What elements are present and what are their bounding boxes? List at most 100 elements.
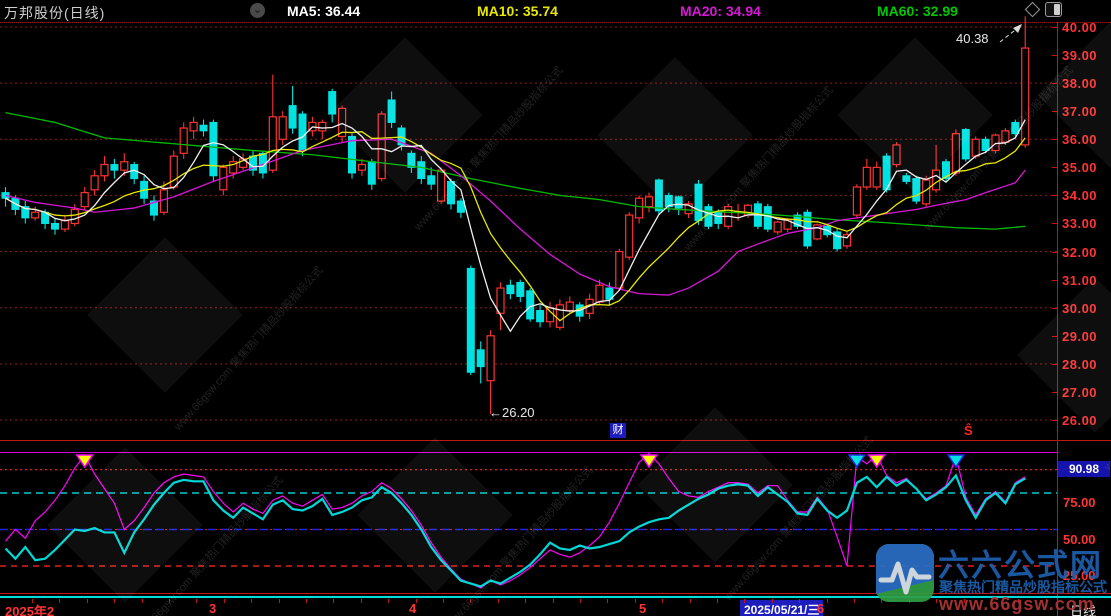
price-axis-label: 30.00 [1062, 300, 1098, 316]
chevron-down-icon[interactable]: ⌄ [250, 3, 265, 18]
logo-site-name: 六六公式网 [938, 548, 1103, 583]
time-axis-tick [333, 599, 334, 603]
time-axis-tick [498, 599, 499, 603]
time-axis-tick [580, 599, 581, 603]
period-label[interactable]: 日线 [1070, 604, 1097, 616]
time-axis-tick [32, 599, 33, 603]
time-axis-tick [525, 599, 526, 603]
price-axis-tick [1052, 83, 1058, 85]
time-axis-tick [114, 599, 115, 603]
time-axis-tick [361, 599, 362, 603]
price-axis-tick [1052, 335, 1058, 337]
price-axis-label: 38.00 [1062, 76, 1098, 92]
cai-flag-badge[interactable]: 财 [610, 423, 626, 438]
price-axis-label: 32.00 [1062, 244, 1098, 260]
price-axis-line [1057, 22, 1058, 616]
price-axis-tick [1052, 391, 1058, 393]
ma-legend-item: MA60: 32.99 [877, 3, 958, 19]
time-axis-tick [717, 599, 718, 603]
panel-toggle-icon[interactable] [1045, 2, 1062, 17]
price-axis-tick [1052, 167, 1058, 169]
sell-signal-marker: Ŝ [964, 423, 973, 438]
time-axis-label: 3 [209, 601, 217, 616]
panel-divider [0, 440, 1111, 441]
time-axis-tick [799, 599, 800, 603]
time-axis-tick [881, 599, 882, 603]
time-axis-tick [196, 599, 197, 603]
price-axis-label: 29.00 [1062, 328, 1098, 344]
time-axis-tick [1046, 599, 1047, 603]
time-axis-label: 2025年2 [5, 604, 55, 616]
time-axis-tick [690, 599, 691, 603]
price-axis-tick [1052, 363, 1058, 365]
ma-legend-item: MA5: 36.44 [287, 3, 361, 19]
price-axis-label: 37.00 [1062, 104, 1098, 120]
price-axis-tick [1052, 195, 1058, 197]
price-axis-label: 35.00 [1062, 160, 1098, 176]
time-axis-tick [662, 599, 663, 603]
price-axis-tick [1052, 111, 1058, 113]
price-axis-tick [1052, 307, 1058, 309]
symbol-title: 万邦股份(日线) [4, 5, 106, 21]
price-axis-label: 31.00 [1062, 272, 1098, 288]
time-axis-tick [991, 599, 992, 603]
time-axis-tick [306, 599, 307, 603]
indicator-header: ⌄ 威廉顶底副图 顶部: 110.00底部: -10.00卖出: 110.00超… [0, 439, 1057, 453]
time-axis-tick [443, 599, 444, 603]
site-logo: 六六公式网 聚焦热门精品炒股指标公式 www.66gsw.com [872, 540, 1111, 616]
price-axis-label: 28.00 [1062, 356, 1098, 372]
time-axis-tick [279, 599, 280, 603]
time-axis-tick [416, 599, 417, 603]
sub-chart-border [0, 593, 1111, 594]
low-price-annotation: ←26.20 [489, 405, 535, 420]
logo-tagline: 聚焦热门精品炒股指标公式 [939, 579, 1107, 595]
logo-url: www.66gsw.com [939, 594, 1095, 614]
time-axis-tick [936, 599, 937, 603]
time-axis-tick [59, 599, 60, 603]
time-axis-tick [224, 599, 225, 603]
ma-legend-item: MA10: 35.74 [477, 3, 558, 19]
time-axis-tick [607, 599, 608, 603]
indicator-axis-label: 75.00 [1063, 495, 1096, 510]
price-axis-tick [1052, 139, 1058, 141]
price-axis-tick [1052, 279, 1058, 281]
time-axis-label: 5 [639, 601, 647, 616]
time-axis-tick [635, 599, 636, 603]
ma-legend-item: MA20: 34.94 [680, 3, 761, 19]
time-axis-label: 4 [409, 601, 417, 616]
indicator-axis-label: 25.00 [1063, 568, 1096, 583]
price-axis-label: 34.00 [1062, 188, 1098, 204]
time-axis-tick [251, 599, 252, 603]
time-axis-tick [470, 599, 471, 603]
horizontal-scrollbar[interactable] [0, 596, 1111, 598]
time-axis-tick [169, 599, 170, 603]
price-axis-tick [1052, 223, 1058, 225]
time-axis-tick [854, 599, 855, 603]
price-axis-tick [1052, 419, 1058, 421]
price-axis-tick [1052, 27, 1058, 28]
diamond-icon[interactable] [1024, 1, 1041, 18]
time-axis-tick [553, 599, 554, 603]
price-axis-label: 40.00 [1062, 20, 1098, 35]
main-candlestick-chart[interactable] [0, 16, 1057, 440]
selected-date-label: 2025/05/21/三 [740, 600, 824, 616]
price-axis-label: 26.00 [1062, 412, 1098, 428]
title-bar: 万邦股份(日线) ⌄ MA5: 36.44 MA10: 35.74 MA20: 34… [0, 0, 1111, 22]
price-axis-label: 27.00 [1062, 384, 1098, 400]
time-axis-tick [1018, 599, 1019, 603]
time-axis-tick [827, 599, 828, 603]
high-price-annotation: 40.38 [956, 31, 989, 46]
price-axis-label: 39.00 [1062, 48, 1098, 64]
time-axis-tick [388, 599, 389, 603]
ecg-logo-icon [876, 544, 934, 602]
time-axis-tick [772, 599, 773, 603]
time-axis-tick [142, 599, 143, 603]
price-axis-tick [1052, 55, 1058, 57]
time-axis-tick [964, 599, 965, 603]
time-axis-tick [744, 599, 745, 603]
indicator-current-value: 90.98 [1058, 461, 1110, 477]
indicator-axis-label: 50.00 [1063, 531, 1096, 547]
time-axis-tick [87, 599, 88, 603]
price-axis-label: 33.00 [1062, 216, 1098, 232]
